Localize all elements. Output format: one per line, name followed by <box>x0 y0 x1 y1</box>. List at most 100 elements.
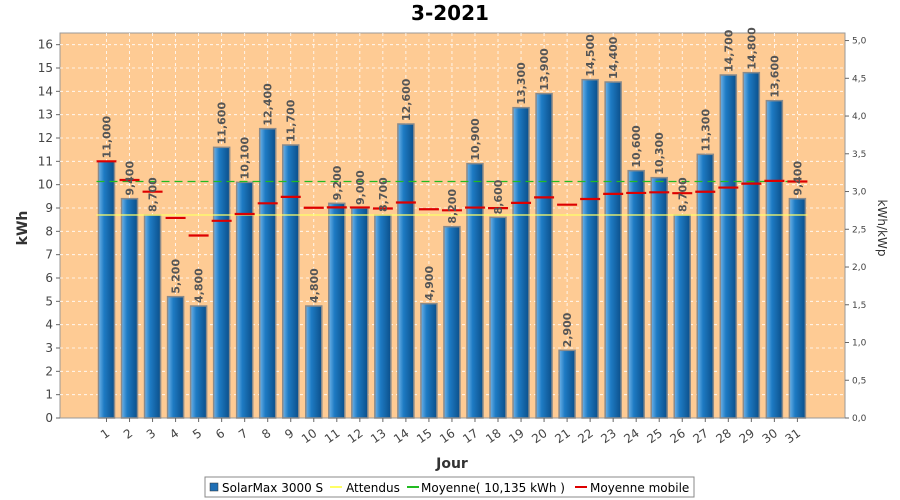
y2-tick-label: 4,0 <box>852 112 867 122</box>
bar <box>281 144 300 419</box>
bar-value-label: 12,400 <box>262 83 275 126</box>
bar <box>627 169 645 419</box>
bar <box>696 153 715 419</box>
bar-value-label: 13,900 <box>538 48 551 91</box>
bar <box>97 160 116 419</box>
bar <box>397 123 415 419</box>
bar <box>235 181 254 419</box>
bar <box>535 92 553 419</box>
y-tick-label: 2 <box>45 364 53 378</box>
x-tick-label: 13 <box>368 426 389 446</box>
bar-value-label: 9,400 <box>124 161 137 196</box>
x-tick-label: 25 <box>644 426 665 446</box>
y2-tick-label: 3,5 <box>852 150 866 160</box>
bar-value-label: 8,700 <box>147 177 160 212</box>
x-tick-label: 16 <box>437 426 458 446</box>
x-tick-label: 3 <box>144 426 158 442</box>
x-tick-label: 17 <box>460 426 481 446</box>
x-tick-label: 20 <box>529 426 550 446</box>
x-tick-label: 10 <box>299 426 320 446</box>
bar <box>258 127 277 419</box>
y-tick-label: 9 <box>45 201 53 215</box>
y-tick-label: 11 <box>38 154 53 168</box>
bar-value-label: 10,100 <box>239 137 252 180</box>
bar-value-label: 10,900 <box>469 118 482 161</box>
x-tick-label: 15 <box>414 426 435 446</box>
bar <box>604 81 622 419</box>
x-tick-label: 2 <box>121 426 135 442</box>
y-tick-label: 1 <box>45 388 53 402</box>
bar <box>650 176 668 419</box>
y-tick-label: 3 <box>45 341 53 355</box>
y2-tick-label: 3,0 <box>852 188 867 198</box>
x-tick-label: 6 <box>213 426 227 442</box>
y-tick-label: 0 <box>45 411 53 425</box>
bar <box>328 202 346 419</box>
x-tick-label: 7 <box>236 426 250 442</box>
x-tick-label: 26 <box>667 426 688 446</box>
chart-title: 3-2021 <box>411 1 489 25</box>
bar-value-label: 9,200 <box>331 165 344 200</box>
y-axis-title: kWh <box>15 211 31 246</box>
x-tick-label: 22 <box>575 426 596 446</box>
y2-tick-label: 2,0 <box>852 263 867 273</box>
y-tick-label: 10 <box>38 178 53 192</box>
bar-value-label: 10,600 <box>630 125 643 168</box>
bar-value-label: 4,800 <box>193 268 206 303</box>
y2-tick-label: 1,0 <box>852 339 867 349</box>
x-tick-label: 30 <box>760 426 781 446</box>
y2-tick-label: 4,5 <box>852 74 866 84</box>
x-tick-label: 19 <box>506 426 527 446</box>
bar <box>374 214 392 419</box>
bar-value-label: 14,500 <box>584 34 597 77</box>
x-tick-label: 4 <box>167 426 181 442</box>
bar-value-label: 11,600 <box>216 102 229 145</box>
x-tick-label: 1 <box>98 426 112 442</box>
x-tick-label: 18 <box>483 426 504 446</box>
bar <box>305 305 323 419</box>
x-tick-label: 29 <box>737 426 758 446</box>
x-tick-label: 27 <box>690 426 711 446</box>
y2-axis-title: kWh/kWp <box>875 200 889 257</box>
bar <box>673 214 691 419</box>
bar-value-label: 2,900 <box>561 312 574 347</box>
legend-label-attendus: Attendus <box>346 481 400 495</box>
x-tick-label: 11 <box>322 426 343 446</box>
bar-value-label: 4,800 <box>308 268 321 303</box>
legend: SolarMax 3000 S Attendus Moyenne( 10,135… <box>204 476 695 498</box>
bar-value-label: 9,000 <box>354 170 367 205</box>
y-tick-label: 4 <box>45 318 53 332</box>
y-tick-label: 5 <box>45 294 53 308</box>
bar-value-labels: 11,000 9,400 8,700 5,200 4,800 11,600 10,100 12… <box>101 27 805 347</box>
bar-value-label: 11,700 <box>285 99 298 142</box>
x-tick-label: 23 <box>598 426 619 446</box>
y2-tick-label: 5,0 <box>852 37 867 47</box>
bar <box>443 225 461 419</box>
bar <box>351 207 369 419</box>
legend-label-bars: SolarMax 3000 S <box>222 481 323 495</box>
y2-tick-label: 1,5 <box>852 301 866 311</box>
x-tick-label: 8 <box>259 426 273 442</box>
bar-value-label: 11,000 <box>101 116 114 159</box>
bar <box>742 71 761 419</box>
bar <box>420 302 438 419</box>
bar-value-label: 14,400 <box>607 36 620 79</box>
bar <box>212 146 231 419</box>
y2-tick-label: 0,5 <box>852 376 866 386</box>
bar-value-label: 12,600 <box>400 78 413 121</box>
legend-swatch-bars <box>209 482 219 492</box>
y2-tick-label: 2,5 <box>852 225 866 235</box>
y2-tick-label: 0,0 <box>852 414 867 424</box>
bar-value-label: 14,700 <box>722 29 735 72</box>
y-tick-label: 15 <box>38 61 53 75</box>
x-tick-label: 24 <box>621 426 642 446</box>
legend-label-moving-average: Moyenne mobile <box>590 481 689 495</box>
bar <box>189 305 208 419</box>
bar <box>466 162 484 419</box>
bar-value-label: 9,400 <box>791 161 804 196</box>
bar-value-label: 8,700 <box>676 177 689 212</box>
bar <box>512 106 530 419</box>
bar-value-label: 10,300 <box>653 132 666 175</box>
y-tick-label: 14 <box>38 84 53 98</box>
